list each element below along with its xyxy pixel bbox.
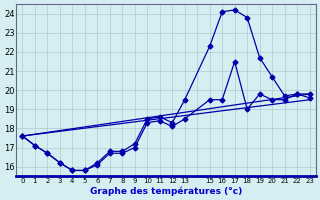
X-axis label: Graphe des températures (°c): Graphe des températures (°c)	[90, 186, 242, 196]
